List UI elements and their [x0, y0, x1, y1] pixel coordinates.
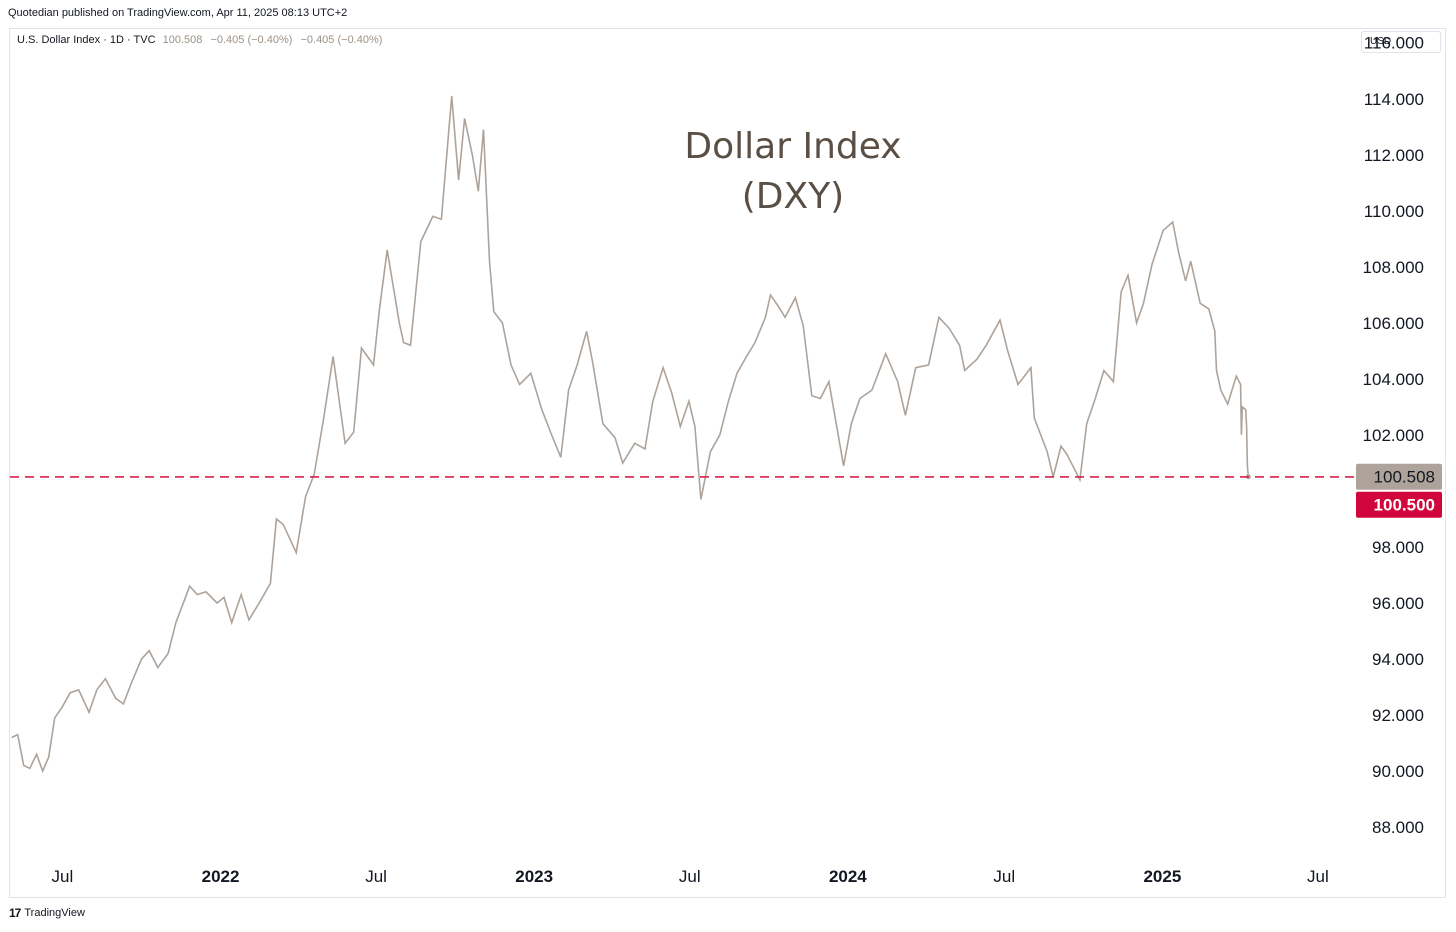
x-axis[interactable]: Jul 2022 Jul 2023 Jul 2024 Jul 2025 Jul [52, 867, 1329, 886]
series-line [11, 95, 1250, 774]
symbol-label[interactable]: U.S. Dollar Index · 1D · TVC [17, 34, 156, 46]
last-price-tag [1356, 463, 1442, 490]
legend-change-2: −0.405 (−0.40%) [300, 34, 383, 46]
y-tick-label: 98.000 [1372, 538, 1424, 557]
footer: 17 TradingView [9, 906, 85, 920]
y-tick-label: 88.000 [1372, 818, 1424, 837]
y-tick-label: 96.000 [1372, 594, 1424, 613]
y-tick-label: 102.000 [1363, 426, 1424, 445]
legend-last-value: 100.508 [162, 34, 203, 46]
x-tick-label: Jul [365, 867, 387, 886]
x-tick-label: 2025 [1143, 867, 1181, 886]
y-tick-label: 94.000 [1372, 650, 1424, 669]
published-note: Quotedian published on TradingView.com, … [8, 7, 348, 19]
y-tick-label: 112.000 [1364, 146, 1424, 165]
chart-frame[interactable] [9, 28, 1446, 898]
price-tags: 100.508 100.500 [1356, 463, 1442, 518]
y-axis[interactable]: 88.000 90.000 92.000 94.000 96.000 98.000 102.… [1363, 34, 1424, 837]
line-price-label: 100.500 [1374, 496, 1435, 515]
chart-title-line: (DXY) [742, 176, 844, 217]
chart-title: Dollar Index (DXY) [684, 126, 901, 217]
y-tick-label: 104.000 [1363, 370, 1424, 389]
y-tick-label: 110.000 [1364, 202, 1424, 221]
y-tick-label: 106.000 [1363, 314, 1424, 333]
chart-title-line: Dollar Index [684, 126, 901, 167]
x-tick-label: Jul [993, 867, 1015, 886]
last-price-label: 100.508 [1374, 468, 1435, 487]
x-tick-label: Jul [679, 867, 701, 886]
y-tick-label: 108.000 [1363, 258, 1424, 277]
x-tick-label: Jul [52, 867, 74, 886]
x-tick-label: 2024 [829, 867, 867, 886]
x-tick-label: 2022 [202, 867, 240, 886]
y-tick-label: 90.000 [1372, 762, 1424, 781]
y-tick-label: 114.000 [1364, 90, 1424, 109]
x-tick-label: Jul [1307, 867, 1329, 886]
symbol-legend: U.S. Dollar Index · 1D · TVC 100.508 −0.… [17, 34, 387, 46]
x-tick-label: 2023 [515, 867, 553, 886]
tradingview-logo-icon[interactable]: 17 [9, 906, 21, 920]
line-price-tag [1356, 491, 1442, 518]
currency-button[interactable]: USD [1361, 31, 1441, 53]
y-tick-label: 116.000 [1364, 34, 1424, 53]
legend-change: −0.405 (−0.40%) [210, 34, 293, 46]
y-tick-label: 92.000 [1372, 706, 1424, 725]
footer-brand[interactable]: TradingView [24, 907, 85, 919]
